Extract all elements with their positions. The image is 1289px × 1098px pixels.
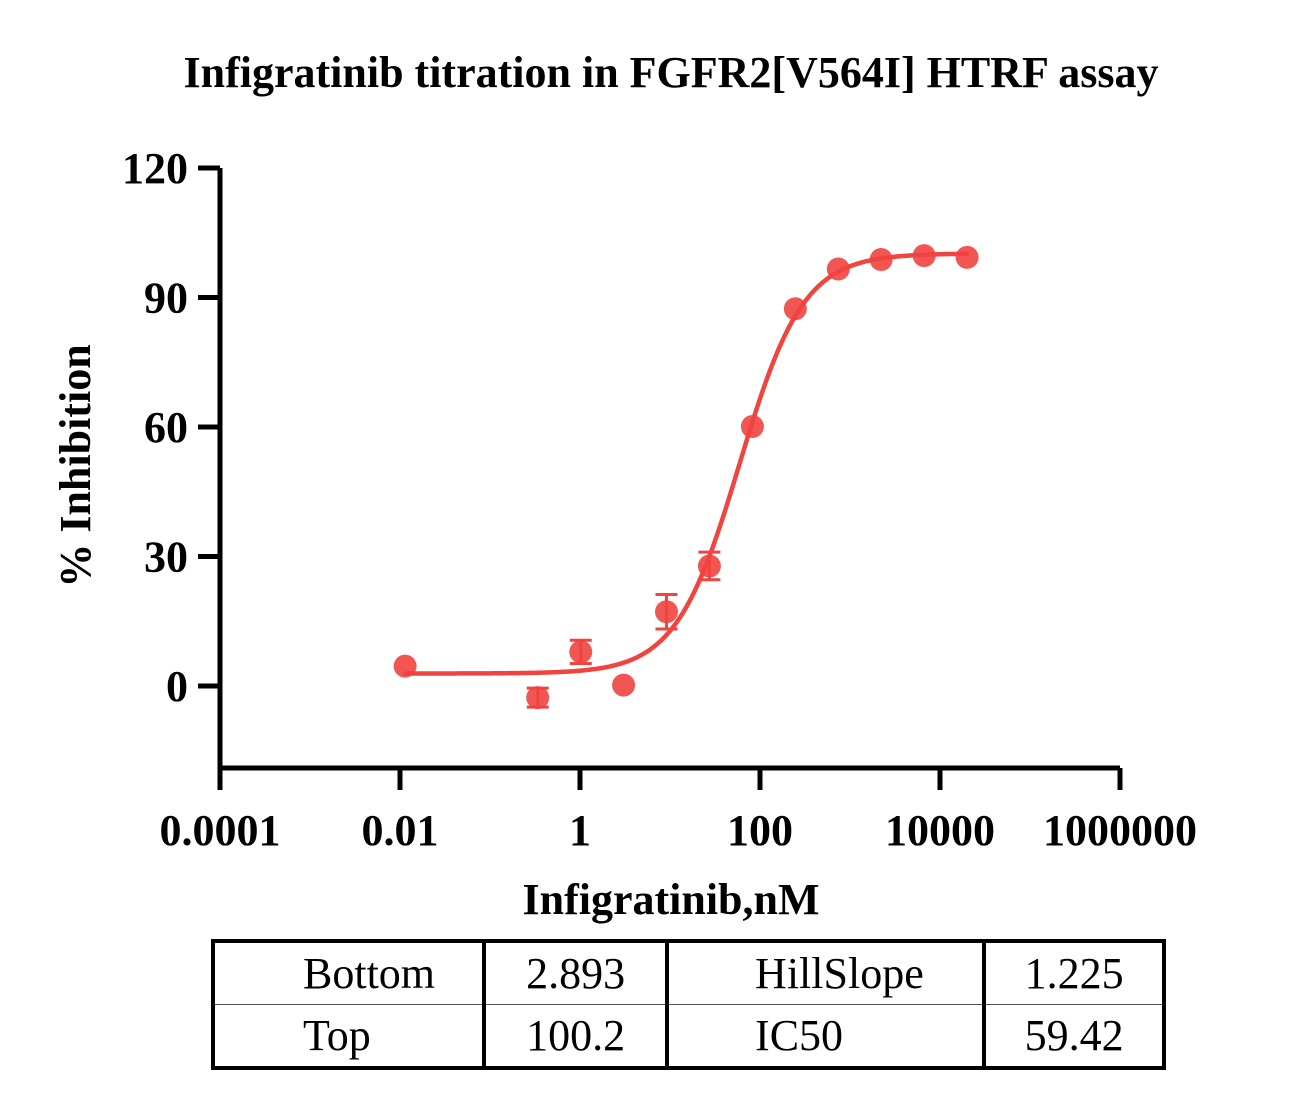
y-tick-label: 60 (144, 403, 188, 452)
data-point (612, 673, 636, 697)
x-axis-label: Infigratinib,nM (522, 875, 819, 924)
data-point (526, 686, 550, 710)
param-value-top: 100.2 (482, 1004, 670, 1068)
x-tick-label: 0.01 (362, 806, 439, 855)
y-axis-label: % Inhibition (51, 344, 100, 587)
x-axis: 0.0001 0.01 1 100 10000 1000000 (160, 765, 1197, 855)
x-tick-label: 1 (569, 806, 591, 855)
param-name-top: Top (210, 1004, 487, 1068)
data-point (826, 257, 850, 281)
y-tick-label: 30 (144, 532, 188, 581)
table-row: Top 100.2 IC50 59.42 (210, 1004, 1166, 1068)
data-point (955, 245, 979, 269)
param-value-hillslope: 1.225 (982, 941, 1166, 1005)
x-tick-label: 1000000 (1043, 806, 1197, 855)
x-tick-label: 0.0001 (160, 806, 281, 855)
data-point (393, 654, 417, 678)
data-point (912, 244, 936, 268)
y-tick-label: 90 (144, 273, 188, 322)
data-point (654, 600, 678, 624)
param-name-ic50: IC50 (665, 1004, 987, 1068)
data-point (783, 297, 807, 321)
chart-title: Infigratinib titration in FGFR2[V564I] H… (184, 48, 1159, 97)
param-name-bottom: Bottom (210, 941, 487, 1005)
points-layer (393, 244, 979, 710)
data-point (569, 640, 593, 664)
param-value-ic50: 59.42 (982, 1004, 1166, 1068)
param-value-bottom: 2.893 (482, 941, 670, 1005)
x-tick-label: 100 (727, 806, 793, 855)
y-tick-label: 120 (122, 144, 188, 193)
param-name-hillslope: HillSlope (665, 941, 987, 1005)
y-tick-label: 0 (166, 662, 188, 711)
data-point (740, 415, 764, 439)
data-point (697, 554, 721, 578)
x-tick-label: 10000 (885, 806, 995, 855)
parameters-table: Bottom 2.893 HillSlope 1.225 Top 100.2 I… (210, 939, 1166, 1070)
fit-curve-layer (402, 251, 970, 676)
fit-curve (402, 251, 970, 676)
chart: Infigratinib titration in FGFR2[V564I] H… (51, 48, 1197, 924)
table-row: Bottom 2.893 HillSlope 1.225 (210, 941, 1166, 1005)
y-axis: 0 30 60 90 120 (122, 144, 223, 768)
data-point (869, 248, 893, 272)
